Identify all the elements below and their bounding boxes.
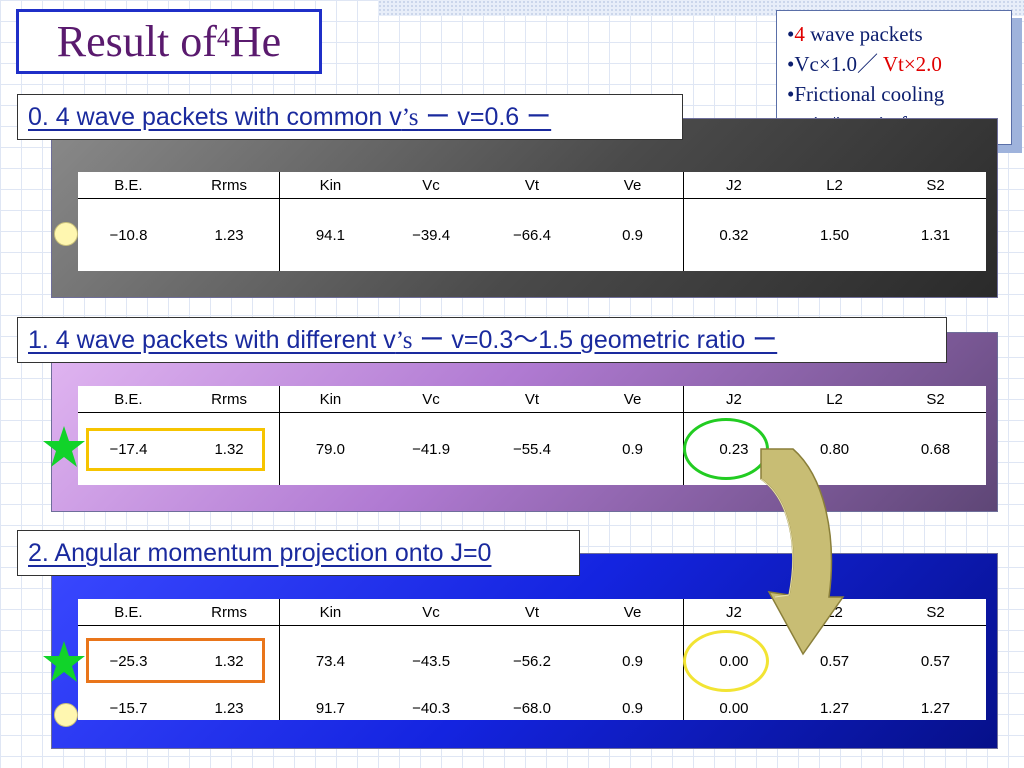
highlight-oval-yellow bbox=[683, 630, 769, 692]
info-line-3: •Frictional cooling bbox=[787, 82, 945, 106]
table-row: −10.8 1.23 94.1 −39.4 −66.4 0.9 0.32 1.5… bbox=[78, 198, 986, 271]
yellow-circle-icon bbox=[54, 703, 78, 727]
green-star-icon bbox=[43, 426, 85, 467]
highlight-box-orange bbox=[86, 638, 265, 683]
section-1-heading: 1. 4 wave packets with different v’s ー v… bbox=[17, 317, 947, 363]
title-text: Result of bbox=[56, 17, 217, 66]
slide-title: Result of 4 He bbox=[16, 9, 322, 74]
title-element: He bbox=[229, 17, 282, 66]
table-header-row: B.E. Rrms Kin Vc Vt Ve J2 L2 S2 bbox=[78, 599, 986, 626]
section-2-heading: 2. Angular momentum projection onto J=0 bbox=[17, 530, 580, 576]
highlight-box-yellow bbox=[86, 428, 265, 471]
section-0-table: B.E. Rrms Kin Vc Vt Ve J2 L2 S2 −10.8 1.… bbox=[78, 172, 986, 271]
title-superscript: 4 bbox=[216, 22, 230, 52]
info-line-1: •4 wave packets bbox=[787, 22, 923, 46]
curved-arrow-icon bbox=[760, 448, 845, 656]
yellow-circle-icon bbox=[54, 222, 78, 246]
section-0-heading: 0. 4 wave packets with common v’s ー v=0.… bbox=[17, 94, 683, 140]
table-header-row: B.E. Rrms Kin Vc Vt Ve J2 L2 S2 bbox=[78, 172, 986, 199]
table-row: −15.7 1.23 91.7 −40.3 −68.0 0.9 0.00 1.2… bbox=[78, 696, 986, 720]
info-line-2: •Vc×1.0／ Vt×2.0 bbox=[787, 52, 942, 76]
info-box: •4 wave packets •Vc×1.0／ Vt×2.0 •Frictio… bbox=[776, 10, 1012, 145]
table-header-row: B.E. Rrms Kin Vc Vt Ve J2 L2 S2 bbox=[78, 386, 986, 413]
green-star-icon bbox=[43, 641, 85, 682]
